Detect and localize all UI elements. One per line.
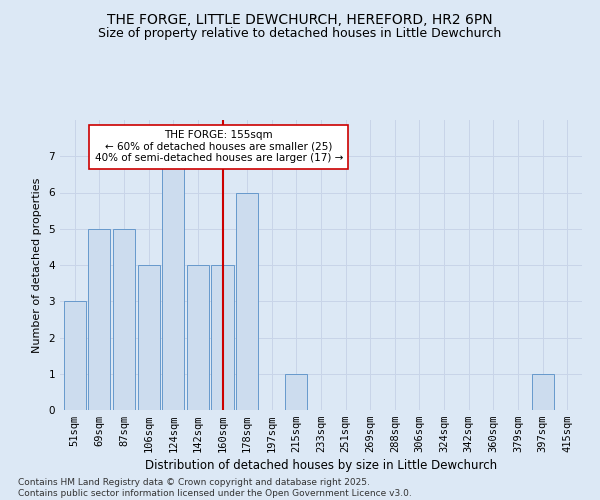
X-axis label: Distribution of detached houses by size in Little Dewchurch: Distribution of detached houses by size … (145, 460, 497, 472)
Bar (187, 265, 209, 410)
Bar (211, 265, 233, 410)
Bar (137, 265, 160, 410)
Y-axis label: Number of detached properties: Number of detached properties (32, 178, 41, 352)
Bar (113, 229, 135, 410)
Bar (162, 156, 184, 410)
Text: Contains HM Land Registry data © Crown copyright and database right 2025.
Contai: Contains HM Land Registry data © Crown c… (18, 478, 412, 498)
Text: THE FORGE, LITTLE DEWCHURCH, HEREFORD, HR2 6PN: THE FORGE, LITTLE DEWCHURCH, HEREFORD, H… (107, 12, 493, 26)
Bar (532, 374, 554, 410)
Bar (88, 229, 110, 410)
Text: Size of property relative to detached houses in Little Dewchurch: Size of property relative to detached ho… (98, 28, 502, 40)
Text: THE FORGE: 155sqm
← 60% of detached houses are smaller (25)
40% of semi-detached: THE FORGE: 155sqm ← 60% of detached hous… (95, 130, 343, 164)
Bar (285, 374, 307, 410)
Bar (236, 192, 258, 410)
Bar (64, 301, 86, 410)
